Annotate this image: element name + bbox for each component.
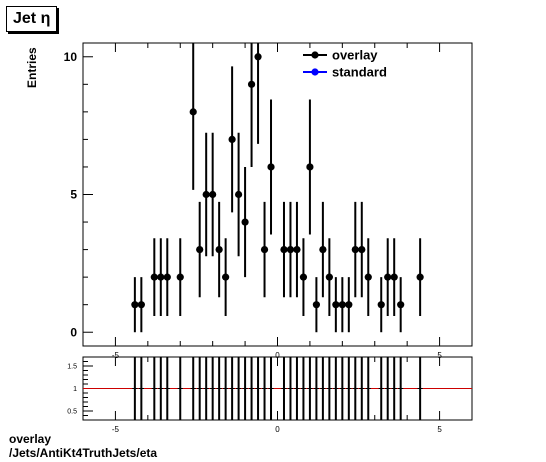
overlay-series — [131, 43, 424, 333]
main-y-tick-label: 10 — [64, 50, 78, 64]
footer-line-2: /Jets/AntiKt4TruthJets/eta — [9, 446, 158, 460]
legend: overlay standard — [303, 48, 387, 80]
overlay-point — [280, 245, 288, 254]
overlay-point — [260, 245, 269, 254]
ratio-y-tick-label: 1 — [73, 386, 77, 393]
legend-label: standard — [332, 65, 387, 80]
ratio-axes: -5 0 5 0.5 1 1.5 — [67, 356, 473, 434]
legend-label: overlay — [332, 48, 378, 63]
ratio-x-tick-label: 5 — [437, 425, 442, 434]
ratio-series — [83, 357, 472, 420]
ratio-y-tick-label: 1.5 — [67, 363, 77, 370]
overlay-point — [390, 273, 398, 281]
overlay-point — [189, 108, 197, 116]
overlay-point — [286, 245, 295, 254]
overlay-point — [222, 273, 230, 281]
overlay-point — [325, 273, 333, 281]
overlay-point — [416, 273, 424, 281]
overlay-point — [312, 301, 320, 309]
overlay-point — [254, 53, 262, 61]
overlay-point — [384, 273, 392, 281]
legend-marker — [311, 51, 319, 59]
chart-title: Jet η — [6, 6, 58, 32]
overlay-point — [176, 273, 184, 281]
main-x-tick-label: 0 — [275, 351, 280, 360]
overlay-point — [397, 301, 405, 309]
overlay-point — [299, 273, 308, 281]
overlay-point — [202, 190, 210, 199]
ratio-x-tick-label: 0 — [275, 425, 280, 434]
main-x-tick-label: 5 — [437, 351, 442, 360]
overlay-point — [351, 245, 359, 254]
main-x-tick-label: -5 — [112, 351, 120, 360]
main-y-tick-label: 0 — [70, 325, 77, 339]
legend-marker — [311, 68, 319, 76]
overlay-point — [338, 301, 346, 309]
overlay-point — [345, 301, 353, 309]
overlay-point — [137, 301, 145, 309]
ratio-x-tick-label: -5 — [112, 425, 120, 434]
ratio-y-tick-label: 0.5 — [67, 408, 77, 415]
footer: overlay /Jets/AntiKt4TruthJets/eta — [9, 432, 157, 460]
overlay-point — [241, 218, 249, 226]
overlay-point — [319, 245, 327, 254]
y-axis-label: Entries — [25, 47, 39, 88]
overlay-point — [131, 301, 139, 309]
main-axes: -5 0 5 0 5 10 — [64, 43, 473, 360]
overlay-point — [293, 245, 301, 254]
overlay-point — [209, 190, 217, 199]
main-y-tick-label: 5 — [70, 188, 77, 202]
overlay-point — [150, 273, 158, 281]
overlay-point — [306, 163, 314, 171]
overlay-point — [364, 273, 372, 281]
overlay-point — [247, 80, 256, 88]
overlay-point — [228, 135, 236, 144]
overlay-point — [215, 245, 223, 254]
overlay-point — [157, 273, 165, 281]
overlay-point — [196, 245, 204, 254]
overlay-point — [332, 301, 340, 309]
overlay-point — [377, 301, 385, 309]
overlay-point — [267, 163, 275, 171]
footer-line-1: overlay — [9, 432, 52, 446]
overlay-point — [235, 190, 243, 199]
overlay-point — [358, 245, 366, 254]
overlay-point — [163, 273, 171, 281]
